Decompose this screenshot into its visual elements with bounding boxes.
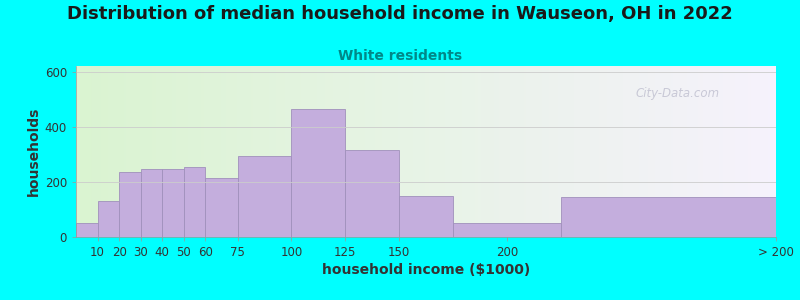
Text: Distribution of median household income in Wauseon, OH in 2022: Distribution of median household income … <box>67 4 733 22</box>
Bar <box>184 167 206 237</box>
Bar <box>238 156 291 237</box>
Text: City-Data.com: City-Data.com <box>636 86 720 100</box>
X-axis label: household income ($1000): household income ($1000) <box>322 263 530 277</box>
Y-axis label: households: households <box>26 107 41 196</box>
Bar <box>453 223 561 237</box>
Bar <box>346 150 399 237</box>
Bar <box>119 172 141 237</box>
Bar <box>76 223 98 237</box>
Bar <box>141 169 162 237</box>
Bar <box>399 196 453 237</box>
Bar <box>291 109 346 237</box>
Bar <box>98 201 119 237</box>
Bar <box>162 169 184 237</box>
Bar <box>561 197 776 237</box>
Text: White residents: White residents <box>338 50 462 64</box>
Bar <box>206 178 238 237</box>
